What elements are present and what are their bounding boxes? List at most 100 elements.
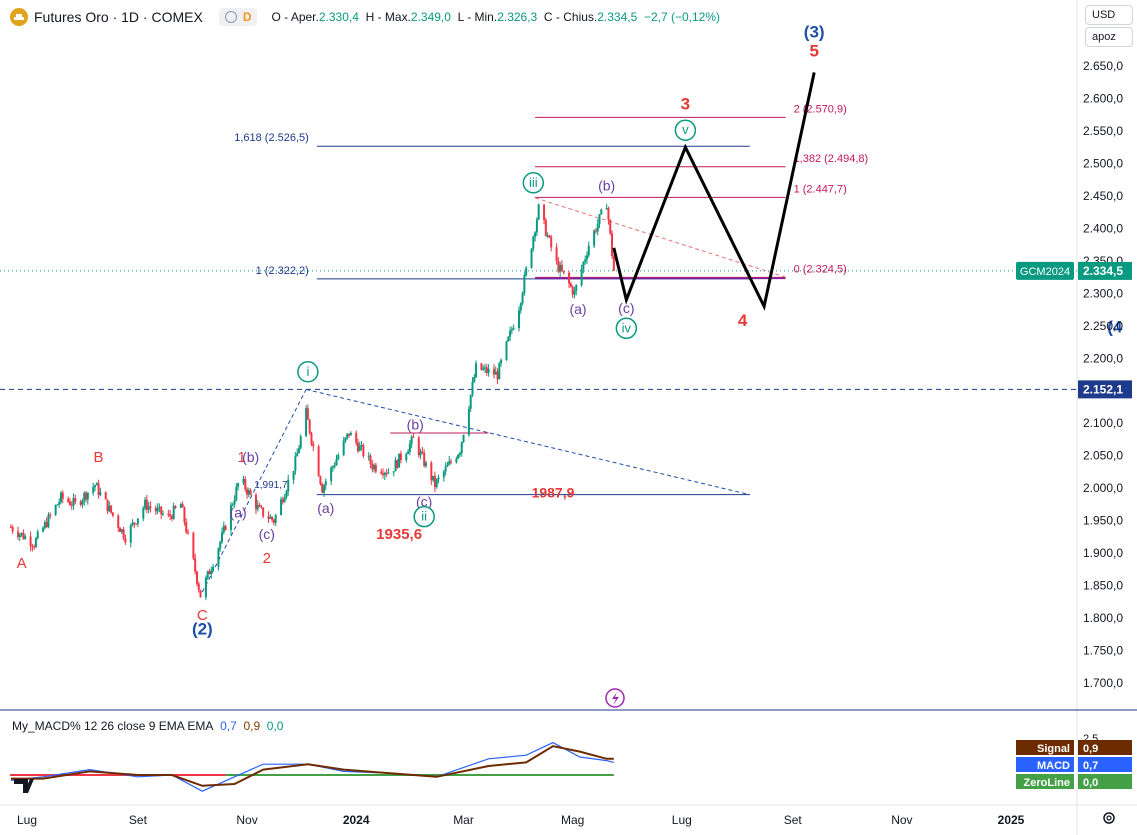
candle-body bbox=[308, 419, 311, 434]
candle-body bbox=[124, 538, 127, 543]
candle-body bbox=[147, 506, 150, 510]
candle-body bbox=[267, 516, 270, 519]
scale-mode-button[interactable]: apoz bbox=[1085, 27, 1133, 47]
candle-body bbox=[319, 476, 322, 485]
wave-label: i bbox=[306, 364, 309, 379]
candle-body bbox=[569, 283, 572, 287]
candle-body bbox=[407, 451, 410, 454]
candle-body bbox=[312, 443, 315, 447]
wave-label: (b) bbox=[242, 449, 259, 465]
level-label-small: 1,991,7 bbox=[254, 480, 288, 491]
tv-logo-icon bbox=[14, 779, 34, 793]
candle-body bbox=[380, 471, 383, 474]
candle-body bbox=[607, 208, 610, 220]
macd-badge-label-bg bbox=[1016, 757, 1074, 772]
candle-body bbox=[462, 434, 465, 443]
candle-body bbox=[204, 577, 207, 598]
candle-body bbox=[582, 262, 585, 269]
candle-body bbox=[287, 479, 290, 492]
candle-body bbox=[99, 492, 102, 496]
wave-circle bbox=[674, 119, 697, 141]
candle-body bbox=[120, 529, 123, 532]
x-tick-label: Mag bbox=[561, 813, 584, 827]
candle-body bbox=[224, 525, 227, 531]
candle-body bbox=[262, 507, 265, 517]
symbol-tag: GCM2024 bbox=[1020, 266, 1070, 278]
candle-body bbox=[85, 492, 88, 500]
symbol-tag-bg bbox=[1016, 261, 1074, 280]
candle-body bbox=[596, 223, 599, 232]
candle-body bbox=[408, 443, 411, 452]
wave-label: (a) bbox=[230, 504, 247, 520]
x-tick-label: Lug bbox=[672, 813, 692, 827]
candle-body bbox=[135, 523, 138, 525]
candle-body bbox=[423, 452, 426, 466]
wave-label: iii bbox=[529, 175, 538, 190]
candle-body bbox=[523, 275, 526, 294]
macd-legend[interactable]: My_MACD% 12 26 close 9 EMA EMA 0,7 0,9 0… bbox=[12, 719, 283, 733]
x-tick-label: Lug bbox=[17, 813, 37, 827]
y-tick-label: 1.700,0 bbox=[1083, 676, 1123, 690]
wave-label: (3) bbox=[804, 22, 825, 41]
candle-body bbox=[455, 458, 458, 463]
candle-body bbox=[571, 286, 574, 295]
candle-body bbox=[512, 328, 515, 330]
candle-body bbox=[450, 461, 453, 463]
x-tick-label: Nov bbox=[891, 813, 912, 827]
candle-body bbox=[281, 499, 284, 503]
candle-body bbox=[331, 466, 334, 468]
candle-body bbox=[383, 472, 386, 476]
candle-body bbox=[260, 506, 263, 508]
candle-body bbox=[47, 514, 50, 528]
macd-legend-value-3: 0,0 bbox=[266, 719, 284, 733]
candle-body bbox=[458, 453, 461, 455]
macd-badge-value-bg bbox=[1078, 740, 1132, 755]
wave-label: B bbox=[94, 449, 104, 466]
scale-controls: USD apoz bbox=[1085, 5, 1133, 47]
y-tick-label: 2.450,0 bbox=[1083, 189, 1123, 203]
symbol-title[interactable]: Futures Oro · 1D · COMEX bbox=[34, 9, 203, 25]
candle-body bbox=[297, 448, 300, 454]
candle-body bbox=[509, 330, 512, 337]
candle-body bbox=[584, 259, 587, 263]
candle-body bbox=[367, 455, 370, 457]
x-tick-label: Set bbox=[784, 813, 803, 827]
candle-body bbox=[335, 459, 338, 466]
candle-body bbox=[156, 508, 159, 512]
candle-body bbox=[530, 248, 533, 268]
candle-body bbox=[611, 233, 614, 256]
candle-body bbox=[296, 453, 299, 457]
candle-body bbox=[110, 505, 113, 513]
high-label: H - Max. bbox=[365, 10, 411, 24]
wave-label: (b) bbox=[598, 178, 615, 194]
candle-body bbox=[548, 235, 551, 238]
symbol-status-pill[interactable]: D bbox=[218, 8, 258, 26]
candle-body bbox=[185, 522, 188, 533]
wave-label: v bbox=[682, 122, 689, 137]
candle-body bbox=[210, 570, 213, 575]
candle-body bbox=[97, 483, 100, 496]
candle-body bbox=[448, 461, 451, 465]
candle-body bbox=[183, 507, 186, 523]
candle-body bbox=[129, 525, 132, 543]
candle-body bbox=[74, 498, 77, 502]
macd-badge-value: 0,0 bbox=[1083, 777, 1098, 789]
x-tick-label: 2024 bbox=[343, 813, 370, 827]
candle-body bbox=[605, 208, 608, 210]
candle-body bbox=[306, 408, 309, 420]
candle-body bbox=[421, 451, 424, 453]
settings-gear-icon[interactable] bbox=[1101, 810, 1117, 826]
macd-signal-line bbox=[10, 745, 614, 787]
wave-label: C bbox=[197, 607, 208, 624]
candle-body bbox=[283, 497, 286, 503]
currency-button[interactable]: USD bbox=[1085, 5, 1133, 25]
candle-body bbox=[371, 463, 374, 470]
level-label: 1,618 (2.526,5) bbox=[234, 132, 309, 144]
level-label: 1 (2.322,2) bbox=[256, 265, 309, 277]
candle-body bbox=[337, 455, 340, 460]
candle-body bbox=[235, 486, 238, 500]
candle-body bbox=[42, 527, 45, 532]
last-price-badge: 2.334,5 bbox=[1083, 264, 1123, 278]
wave-label: 4 bbox=[738, 311, 748, 330]
